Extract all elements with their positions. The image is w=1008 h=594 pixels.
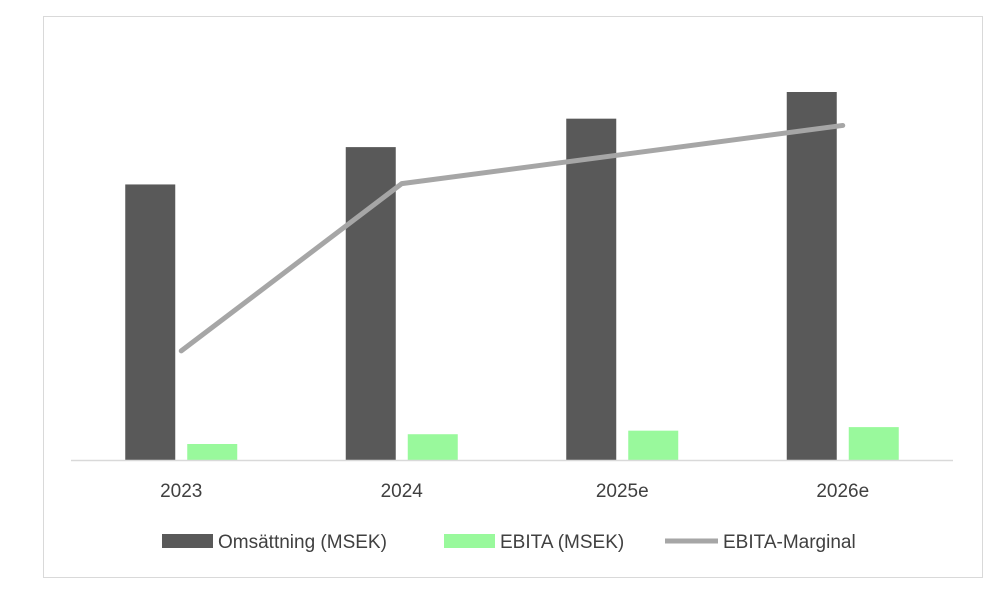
- legend-swatch: [162, 534, 213, 548]
- x-tick-label: 2026e: [816, 481, 869, 502]
- bar-oms-ttning-msek-2026e: [786, 92, 837, 460]
- bars-layer: [125, 92, 899, 461]
- legend-label: EBITA (MSEK): [500, 532, 624, 553]
- point-ebita-marginal-2023: [180, 350, 182, 352]
- x-tick-label: 2025e: [596, 481, 649, 502]
- x-tick-label: 2023: [160, 481, 202, 502]
- bar-oms-ttning-msek-2023: [125, 184, 176, 460]
- point-ebita-marginal-2026e: [842, 124, 844, 126]
- x-tick-label: 2024: [381, 481, 424, 502]
- line-ebita-marginal: [178, 122, 846, 354]
- bar-ebita-msek-2023: [187, 444, 238, 460]
- legend-label: Omsättning (MSEK): [218, 532, 387, 553]
- bar-oms-ttning-msek-2024: [345, 147, 396, 460]
- bar-ebita-msek-2025e: [628, 430, 679, 460]
- bar-ebita-msek-2024: [407, 434, 458, 460]
- x-tick-labels: 2023 2024 2025e 2026e: [160, 481, 869, 502]
- legend-label: EBITA-Marginal: [723, 532, 856, 553]
- legend: Omsättning (MSEK) EBITA (MSEK) EBITA-Margi…: [162, 532, 856, 553]
- legend-swatch: [444, 534, 495, 548]
- bar-oms-ttning-msek-2025e: [566, 118, 617, 461]
- point-ebita-marginal-2024: [401, 183, 403, 185]
- point-ebita-marginal-2025e: [621, 154, 623, 156]
- line-layer: [178, 122, 846, 354]
- bar-ebita-msek-2026e: [848, 427, 899, 460]
